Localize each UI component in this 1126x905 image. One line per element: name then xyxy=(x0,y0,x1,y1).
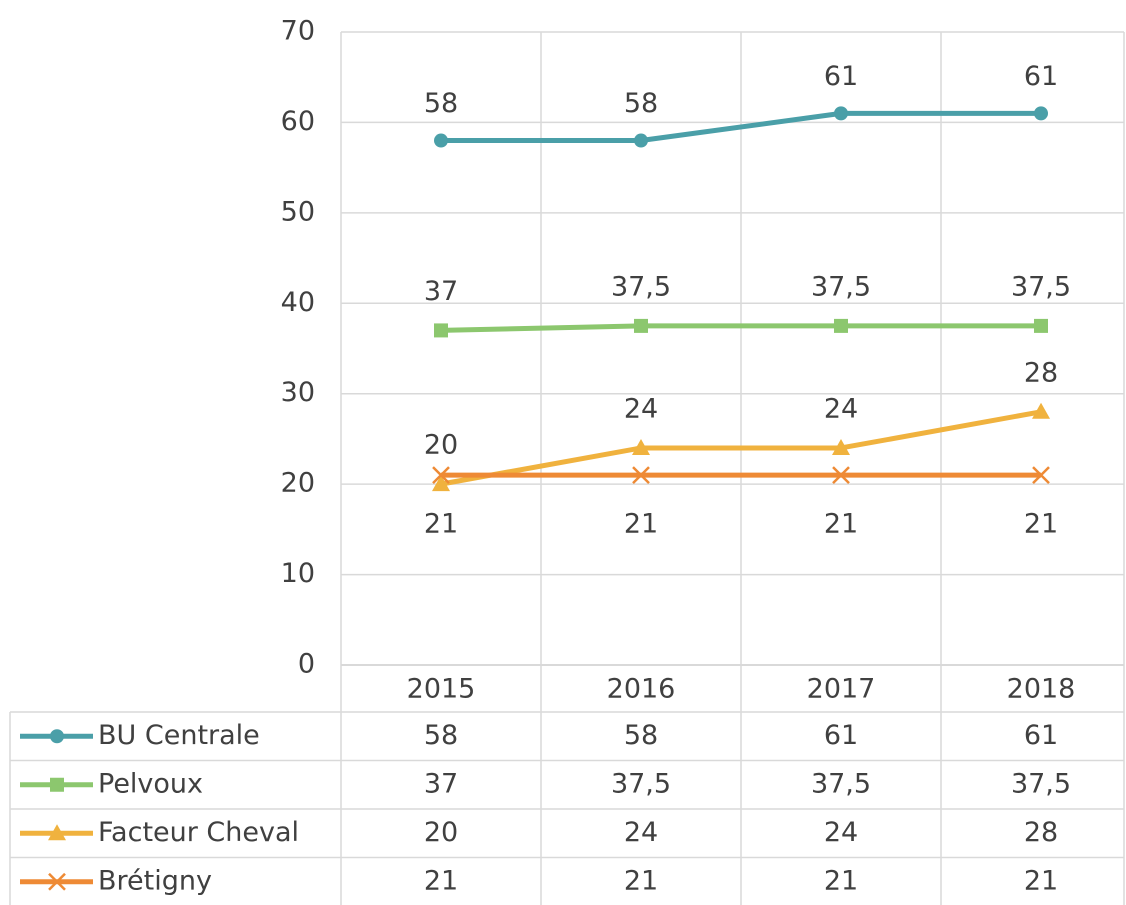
legend-label: BU Centrale xyxy=(98,720,260,751)
data-label: 37,5 xyxy=(611,271,671,302)
data-label: 21 xyxy=(824,509,858,540)
table-cell: 37 xyxy=(424,768,458,799)
marker xyxy=(434,323,448,338)
marker xyxy=(1032,466,1050,484)
data-label: 37,5 xyxy=(811,271,871,302)
table-cell: 37,5 xyxy=(611,768,671,799)
y-tick-label: 50 xyxy=(281,196,315,227)
marker xyxy=(1032,402,1050,419)
marker xyxy=(634,318,648,333)
table-cell: 58 xyxy=(424,720,458,751)
marker xyxy=(50,729,64,744)
table-cell: 61 xyxy=(1024,720,1058,751)
table-cell: 24 xyxy=(624,817,658,848)
y-tick-label: 60 xyxy=(281,106,315,137)
data-label: 37 xyxy=(424,276,458,307)
marker xyxy=(48,872,66,891)
x-tick-label: 2017 xyxy=(807,674,876,705)
legend-label: Brétigny xyxy=(98,865,212,896)
x-tick-label: 2018 xyxy=(1007,674,1076,705)
marker xyxy=(832,438,850,455)
table-cell: 21 xyxy=(824,865,858,896)
table-cell: 58 xyxy=(624,720,658,751)
data-label: 58 xyxy=(624,88,658,119)
series-line xyxy=(441,110,1041,144)
data-label: 24 xyxy=(824,393,858,424)
legend-label: Facteur Cheval xyxy=(98,817,299,848)
series-line xyxy=(440,323,1041,333)
marker xyxy=(432,475,450,492)
data-label: 20 xyxy=(424,430,458,461)
data-label: 21 xyxy=(1024,509,1058,540)
y-tick-label: 10 xyxy=(281,558,315,589)
x-tick-label: 2016 xyxy=(607,674,676,705)
marker xyxy=(1034,106,1048,121)
data-label: 21 xyxy=(424,509,458,540)
data-label: 61 xyxy=(1024,61,1058,92)
data-label: 28 xyxy=(1024,357,1058,388)
table-cell: 24 xyxy=(824,817,858,848)
table-cell: 21 xyxy=(424,865,458,896)
marker xyxy=(432,466,450,484)
marker xyxy=(832,466,850,484)
table-cell: 37,5 xyxy=(1011,768,1071,799)
y-tick-label: 40 xyxy=(281,287,315,318)
marker xyxy=(634,133,648,148)
marker xyxy=(834,106,848,121)
data-label: 21 xyxy=(624,509,658,540)
table-cell: 21 xyxy=(624,865,658,896)
data-label: 24 xyxy=(624,393,658,424)
data-label: 37,5 xyxy=(1011,271,1071,302)
table-cell: 21 xyxy=(1024,865,1058,896)
y-tick-label: 70 xyxy=(281,16,315,47)
legend-label: Pelvoux xyxy=(98,768,203,799)
marker xyxy=(434,133,448,148)
data-label: 58 xyxy=(424,88,458,119)
y-tick-label: 0 xyxy=(298,649,315,680)
y-tick-label: 30 xyxy=(281,377,315,408)
table-cell: 20 xyxy=(424,817,458,848)
marker xyxy=(48,824,66,841)
marker xyxy=(834,318,848,333)
marker xyxy=(1034,318,1048,333)
data-label: 61 xyxy=(824,61,858,92)
marker xyxy=(632,466,650,484)
table-cell: 37,5 xyxy=(811,768,871,799)
series-line xyxy=(440,409,1042,487)
marker xyxy=(632,438,650,455)
table-cell: 28 xyxy=(1024,817,1058,848)
x-tick-label: 2015 xyxy=(407,674,476,705)
marker xyxy=(50,777,64,792)
table-cell: 61 xyxy=(824,720,858,751)
y-tick-label: 20 xyxy=(281,468,315,499)
